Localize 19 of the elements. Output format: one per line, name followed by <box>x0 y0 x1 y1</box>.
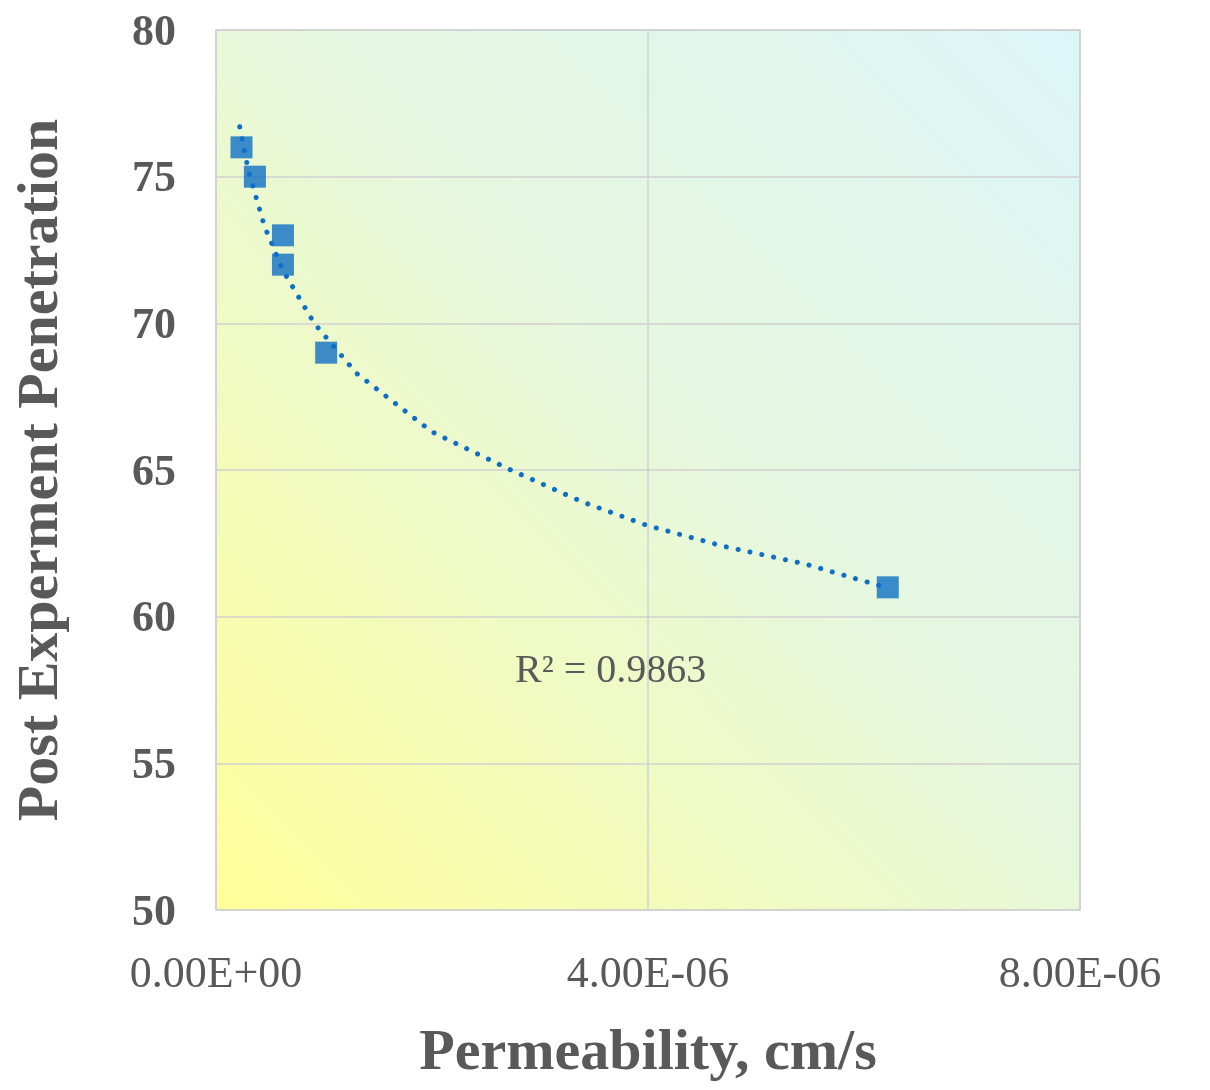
point <box>243 165 266 188</box>
x-tick-label: 4.00E-06 <box>566 947 730 997</box>
point <box>315 341 338 364</box>
x-tick-label: 8.00E-06 <box>998 947 1162 997</box>
y-tick-label: 70 <box>132 298 176 348</box>
point <box>271 253 294 276</box>
point <box>271 224 294 247</box>
x-tick-label: 0.00E+00 <box>129 947 303 997</box>
point <box>230 136 253 159</box>
y-tick-label: 50 <box>132 885 176 935</box>
y-tick-label: 75 <box>132 152 176 202</box>
x-axis-title: Permeability, cm/s <box>419 1016 877 1082</box>
y-tick-label: 60 <box>132 592 176 642</box>
y-axis-title: Post Experment Penetration <box>4 118 70 822</box>
y-tick-label: 80 <box>132 5 176 55</box>
y-tick-label: 55 <box>132 738 176 788</box>
point <box>876 576 899 599</box>
annotation: R² = 0.9863 <box>515 645 707 691</box>
y-tick-label: 65 <box>132 445 176 495</box>
